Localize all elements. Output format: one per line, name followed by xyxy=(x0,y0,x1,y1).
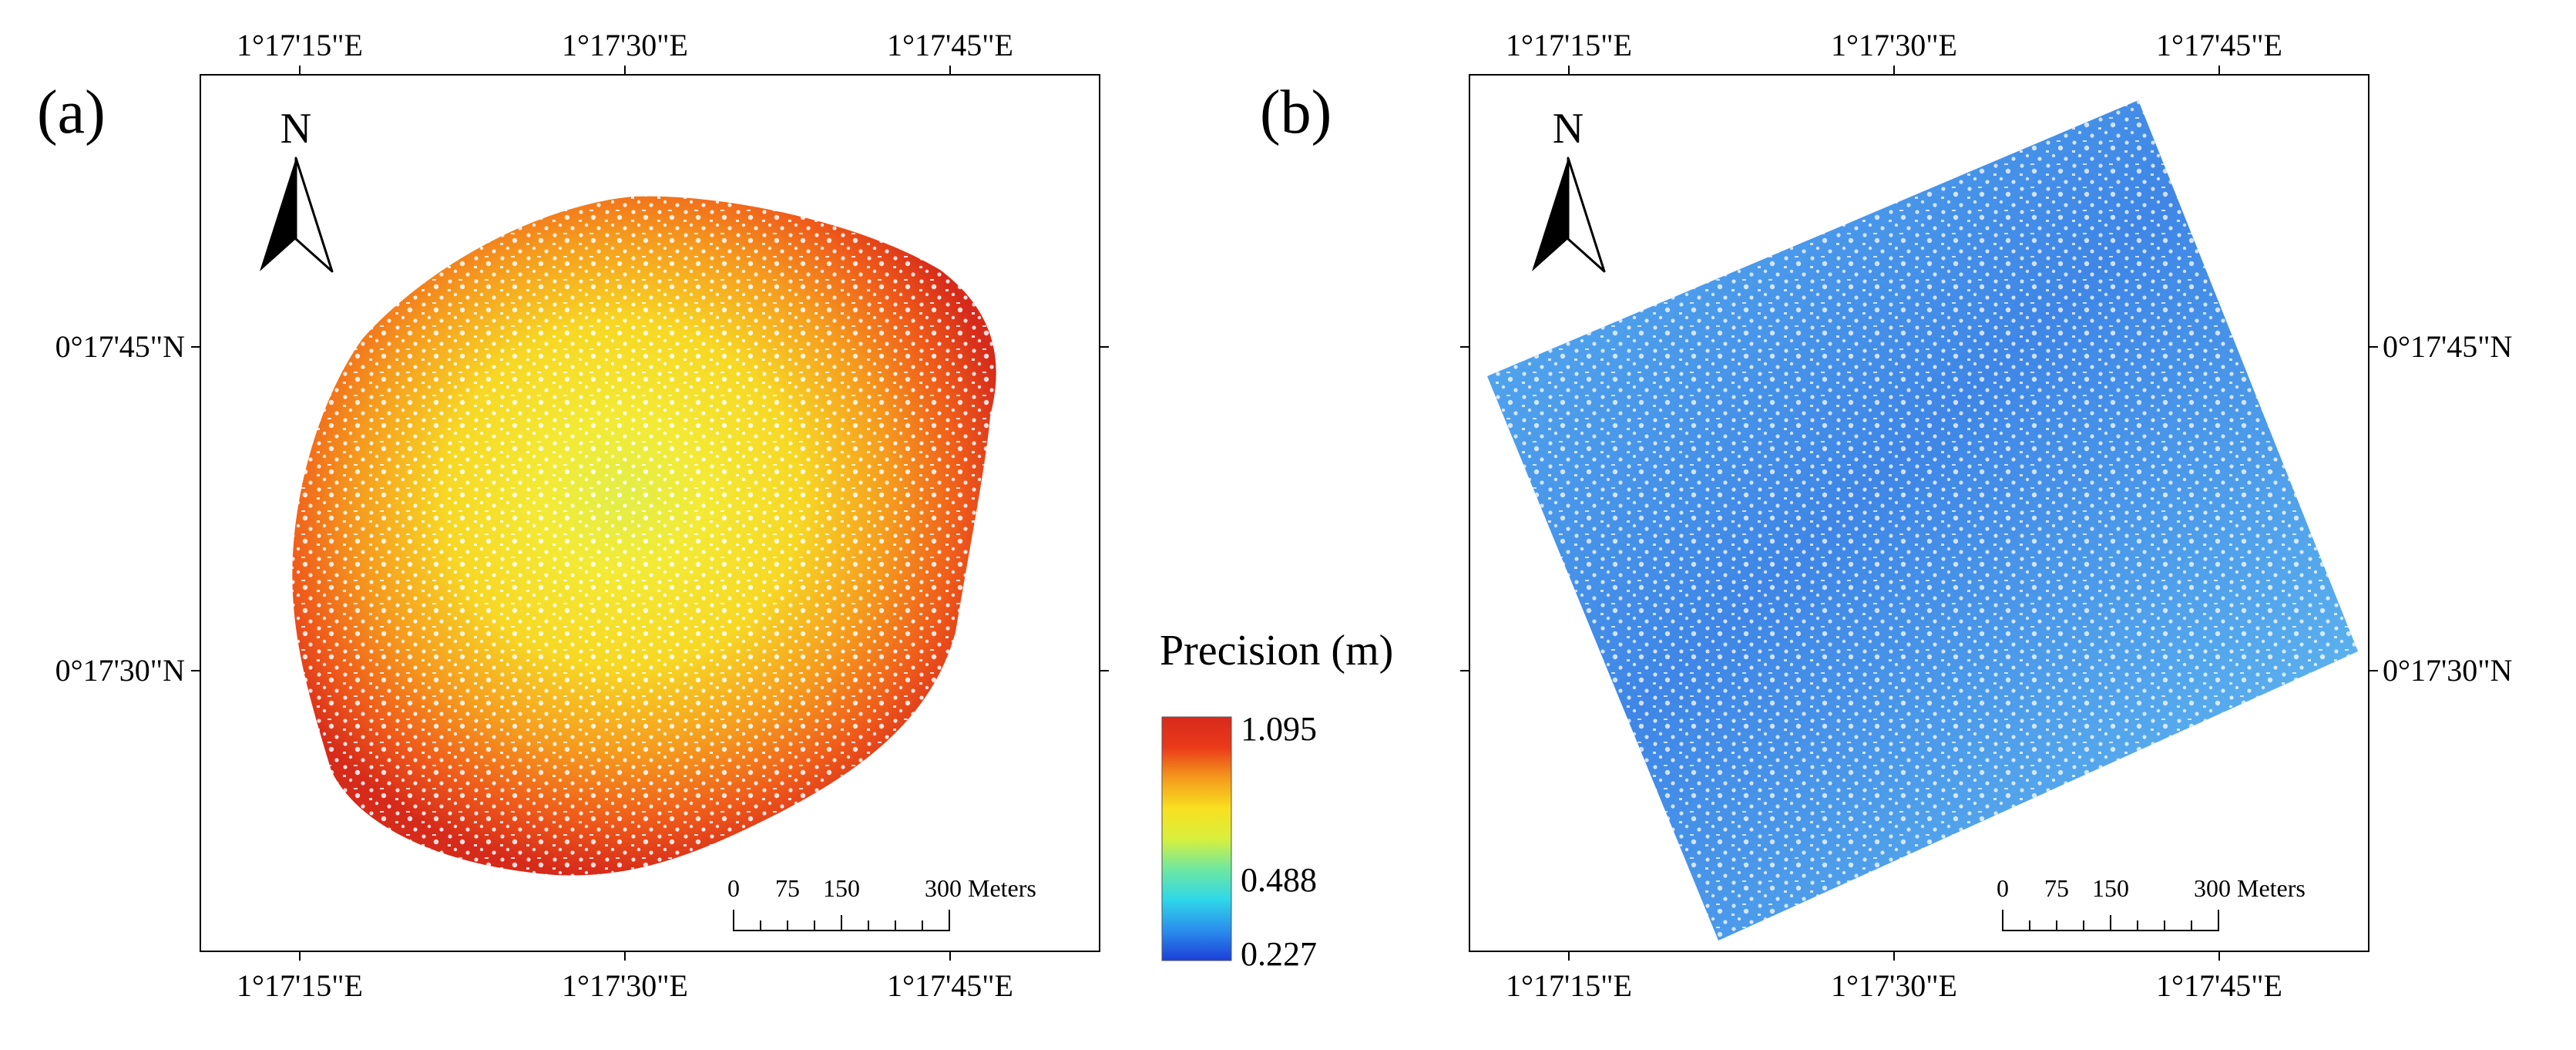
scale-label-a-300: 300 Meters xyxy=(925,874,1036,902)
legend-min-label: 0.227 xyxy=(1241,935,1317,973)
lon-tick-bottom-b-1: 1°17'15"E xyxy=(1506,968,1632,1003)
lon-tick-bottom-a-3: 1°17'45"E xyxy=(887,968,1013,1003)
north-arrow-a: N xyxy=(260,105,334,273)
lon-tick-top-b-2: 1°17'30"E xyxy=(1831,28,1957,62)
scale-label-a-0: 0 xyxy=(727,874,740,902)
panel-label-b: (b) xyxy=(1260,79,1332,146)
north-arrow-b: N xyxy=(1532,105,1606,273)
lat-tick-a-1: 0°17'45"N xyxy=(55,329,185,364)
legend: Precision (m) 1.095 0.488 0.227 xyxy=(1160,627,1393,973)
precision-surface-b xyxy=(1487,100,2358,941)
legend-title: Precision (m) xyxy=(1160,627,1393,675)
lon-tick-top-a-1: 1°17'15"E xyxy=(237,28,363,62)
lat-tick-b-1: 0°17'45"N xyxy=(2383,329,2512,364)
scale-label-a-150: 150 xyxy=(823,874,860,902)
lon-tick-bottom-b-3: 1°17'45"E xyxy=(2156,968,2282,1003)
legend-color-ramp xyxy=(1161,716,1232,961)
north-label-b: N xyxy=(1553,105,1584,153)
lat-tick-a-2: 0°17'30"N xyxy=(55,653,185,688)
scale-bar-b: 0 75 150 300 Meters xyxy=(1997,874,2306,931)
north-label-a: N xyxy=(280,105,311,153)
lon-tick-top-b-1: 1°17'15"E xyxy=(1506,28,1632,62)
lon-tick-bottom-a-2: 1°17'30"E xyxy=(562,968,688,1003)
scale-bar-a: 0 75 150 300 Meters xyxy=(727,874,1036,931)
scale-label-b-300: 300 Meters xyxy=(2194,874,2306,902)
scale-label-b-150: 150 xyxy=(2092,874,2129,902)
precision-surface-a xyxy=(292,196,996,876)
lon-tick-top-a-3: 1°17'45"E xyxy=(887,28,1013,62)
panel-b: (b) 1°17'15"E 1°17'30"E 1°17'45"E 1°17'1… xyxy=(1260,28,2512,1003)
lon-tick-bottom-b-2: 1°17'30"E xyxy=(1831,968,1957,1003)
scale-label-b-0: 0 xyxy=(1997,874,2009,902)
lon-tick-bottom-a-1: 1°17'15"E xyxy=(237,968,363,1003)
lon-tick-top-b-3: 1°17'45"E xyxy=(2156,28,2282,62)
scale-label-b-75: 75 xyxy=(2044,874,2069,902)
panel-a: (a) 1°17'15"E 1°17'30"E 1°17'45"E 1°17'1… xyxy=(37,28,1109,1003)
scale-label-a-75: 75 xyxy=(775,874,800,902)
lon-tick-top-a-2: 1°17'30"E xyxy=(562,28,688,62)
legend-max-label: 1.095 xyxy=(1241,710,1317,748)
lat-tick-b-2: 0°17'30"N xyxy=(2383,653,2512,688)
panel-label-a: (a) xyxy=(37,79,106,146)
legend-mid-label: 0.488 xyxy=(1241,861,1317,899)
